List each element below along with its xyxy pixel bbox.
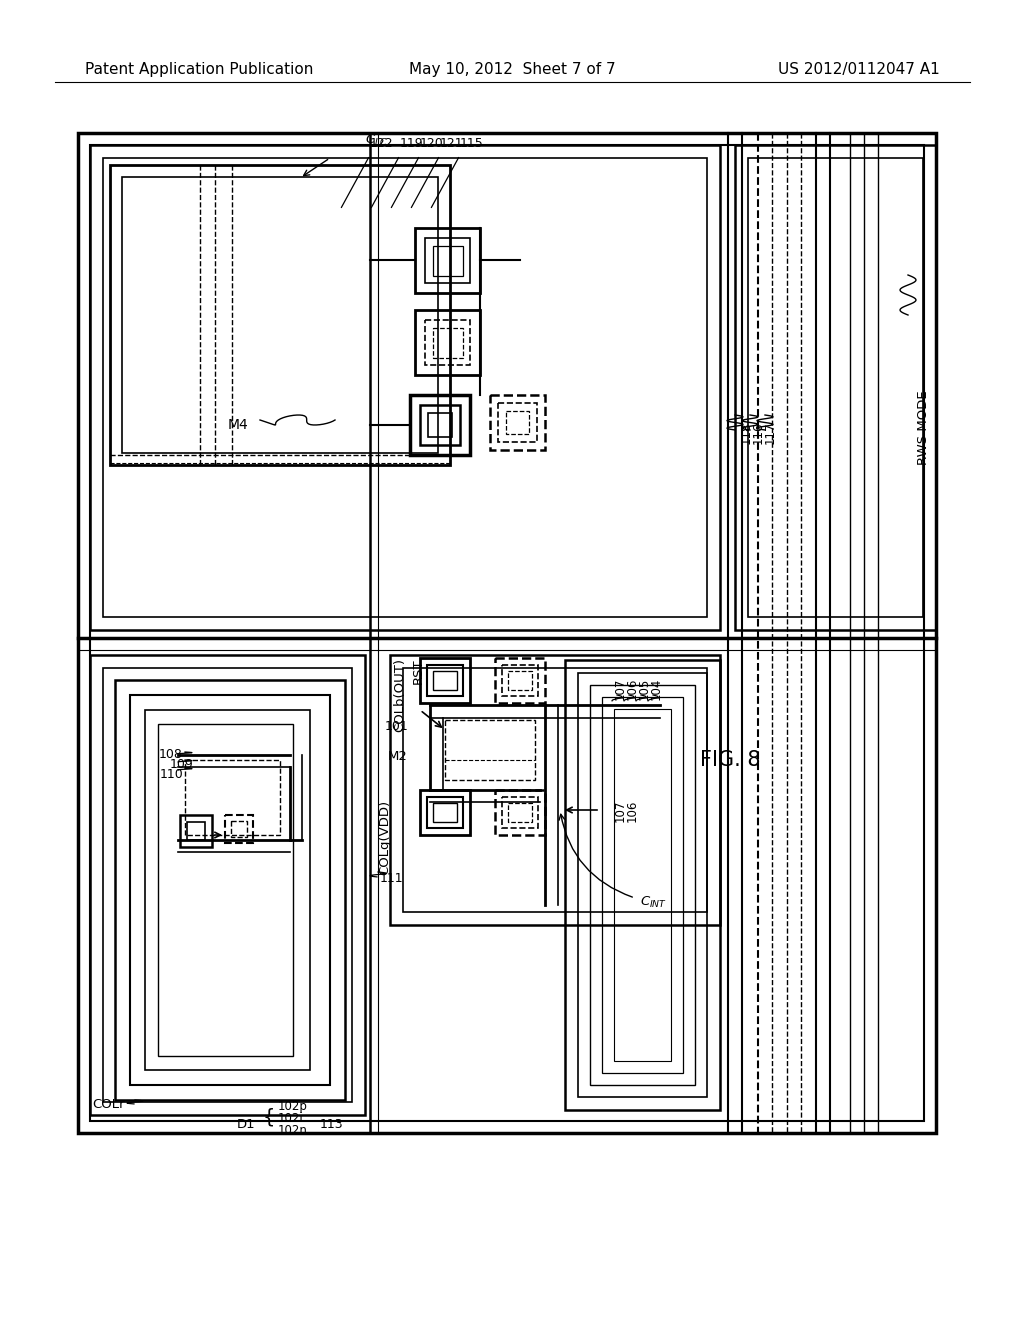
Bar [90, 655, 365, 1115]
Text: 111: 111 [380, 873, 403, 884]
Text: 102n: 102n [278, 1125, 308, 1137]
Bar [508, 671, 532, 690]
Text: May 10, 2012  Sheet 7 of 7: May 10, 2012 Sheet 7 of 7 [409, 62, 615, 77]
Text: $C_{LC}$: $C_{LC}$ [365, 133, 388, 148]
Bar [185, 760, 280, 836]
Text: 107: 107 [614, 800, 627, 822]
Text: $C_{INT}$: $C_{INT}$ [640, 895, 668, 909]
Bar [433, 803, 457, 822]
Bar [90, 145, 720, 630]
Bar [433, 327, 463, 358]
Bar [420, 657, 470, 704]
Bar [614, 709, 671, 1061]
Text: 110: 110 [160, 768, 183, 781]
Text: 116: 116 [752, 422, 765, 445]
Text: Patent Application Publication: Patent Application Publication [85, 62, 313, 77]
Bar [130, 696, 330, 1085]
Text: M2: M2 [388, 750, 408, 763]
Bar [427, 665, 463, 696]
Text: COLg(VDD): COLg(VDD) [378, 800, 391, 875]
Bar [145, 710, 310, 1071]
Text: 102i: 102i [278, 1111, 304, 1125]
Bar [103, 158, 707, 616]
Bar [415, 310, 480, 375]
Bar [498, 403, 537, 442]
Bar [110, 165, 450, 465]
Bar [502, 665, 538, 696]
Text: 120: 120 [420, 137, 443, 150]
Text: 101: 101 [384, 719, 408, 733]
Bar [180, 814, 212, 847]
Bar [425, 238, 470, 282]
Text: 109: 109 [169, 758, 193, 771]
Text: 106: 106 [626, 800, 639, 822]
Bar [425, 319, 470, 366]
Text: $\{$: $\{$ [262, 1106, 274, 1129]
Bar [502, 797, 538, 828]
Text: D1: D1 [237, 1118, 255, 1131]
Bar [187, 822, 205, 840]
Bar [428, 413, 452, 437]
Text: 117: 117 [764, 422, 777, 445]
Text: 113: 113 [319, 1118, 344, 1131]
Bar [506, 411, 529, 434]
Text: 121: 121 [440, 137, 464, 150]
Bar [427, 797, 463, 828]
Bar [390, 655, 720, 925]
Text: 106: 106 [626, 678, 639, 701]
Bar [158, 723, 293, 1056]
Bar [225, 814, 253, 843]
Bar [508, 803, 532, 822]
Bar [495, 657, 545, 704]
Text: RWS MODE: RWS MODE [918, 389, 930, 465]
Bar [420, 405, 460, 445]
Text: COLb(OUT): COLb(OUT) [393, 657, 406, 733]
Text: 118: 118 [740, 422, 753, 445]
Bar [410, 395, 470, 455]
Text: COLr: COLr [92, 1098, 125, 1111]
Text: FIG. 8: FIG. 8 [700, 750, 761, 770]
Bar [90, 145, 924, 1121]
Bar [231, 821, 247, 837]
Bar [590, 685, 695, 1085]
Text: M4: M4 [227, 418, 248, 432]
Text: 108: 108 [159, 748, 183, 762]
Bar [495, 789, 545, 836]
Bar [602, 697, 683, 1073]
Text: 105: 105 [638, 678, 651, 700]
Text: RST: RST [412, 657, 425, 684]
Bar [115, 680, 345, 1100]
Bar [433, 671, 457, 690]
Text: 119: 119 [400, 137, 424, 150]
Bar [490, 395, 545, 450]
Bar [103, 668, 352, 1102]
Bar [420, 789, 470, 836]
Text: US 2012/0112047 A1: US 2012/0112047 A1 [778, 62, 940, 77]
Bar [403, 668, 707, 912]
Text: 102p: 102p [278, 1100, 308, 1113]
Bar [445, 719, 535, 780]
Bar [735, 145, 936, 630]
Text: 104: 104 [650, 678, 663, 701]
Bar [748, 158, 923, 616]
Text: 122: 122 [370, 137, 393, 150]
Bar [415, 228, 480, 293]
Text: 107: 107 [614, 678, 627, 701]
Text: 115: 115 [460, 137, 483, 150]
Bar [433, 246, 463, 276]
Bar [78, 133, 936, 1133]
Bar [565, 660, 720, 1110]
Bar [122, 177, 438, 453]
Bar [578, 673, 707, 1097]
